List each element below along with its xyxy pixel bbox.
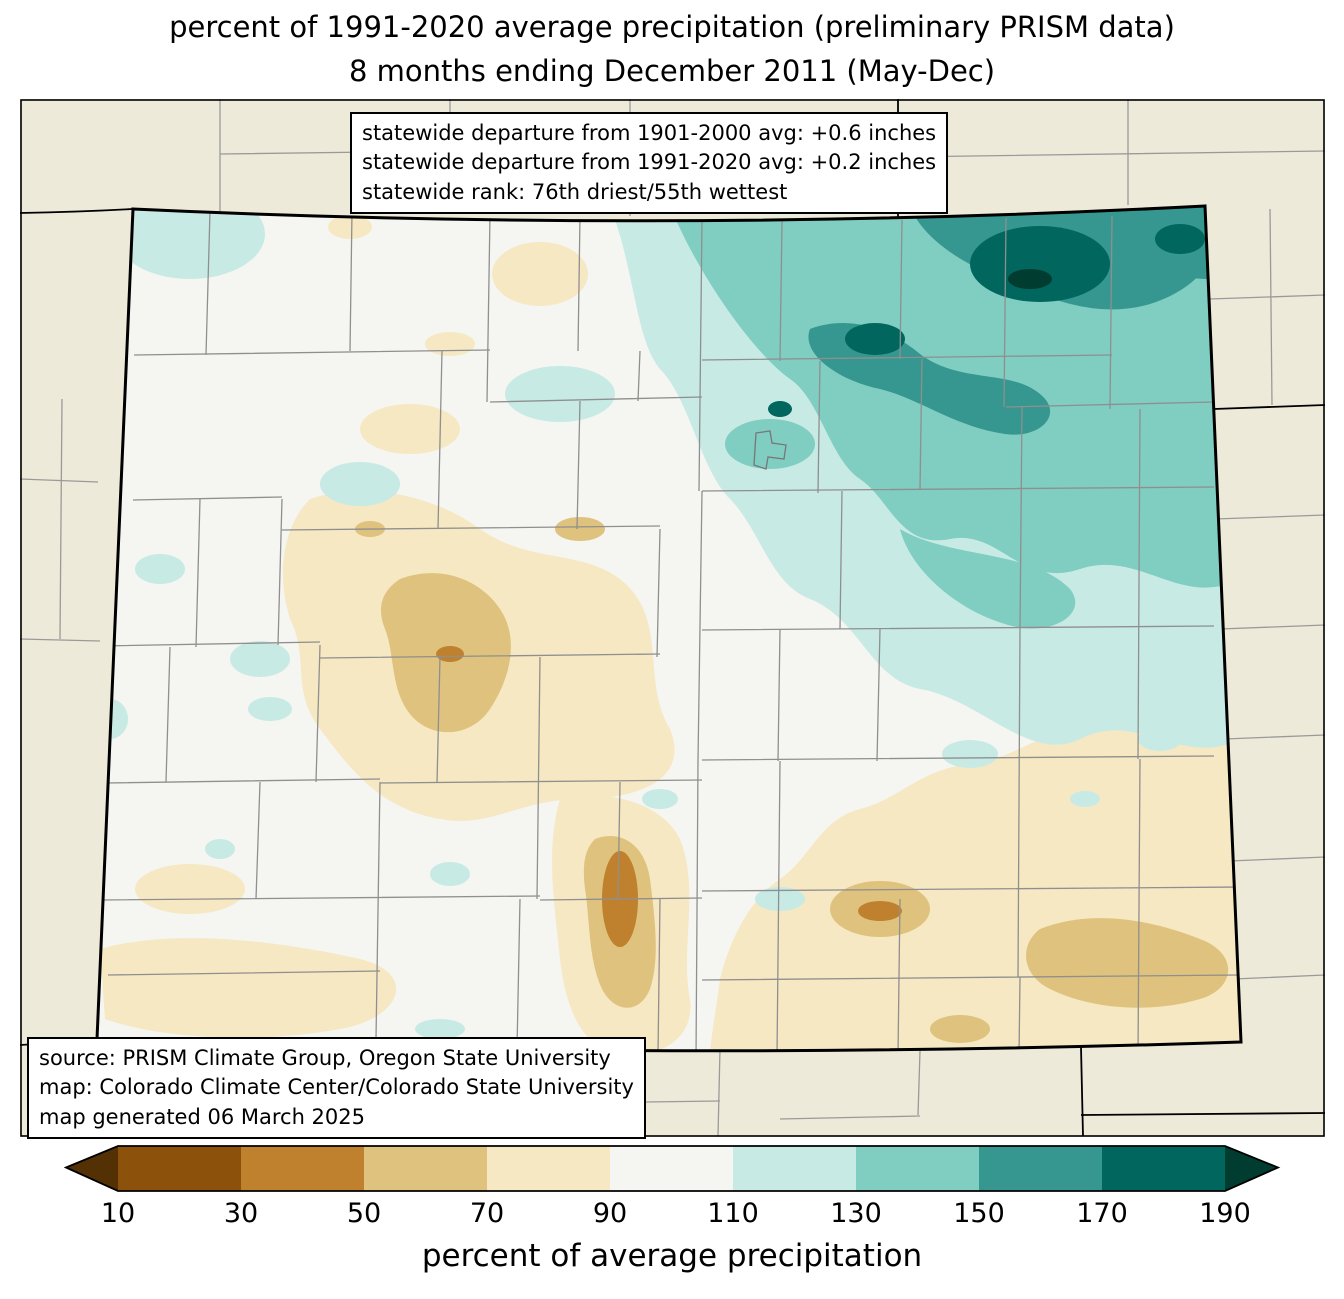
contour-fills bbox=[97, 206, 1241, 1051]
denver-county-outline bbox=[753, 430, 787, 470]
colorbar-bar bbox=[63, 1145, 1281, 1192]
figure-title: percent of 1991-2020 average precipitati… bbox=[0, 6, 1344, 93]
colorbar-segment bbox=[364, 1146, 488, 1191]
colorbar-tick-label: 10 bbox=[100, 1198, 136, 1229]
colorbar-tick-label: 50 bbox=[346, 1198, 382, 1229]
stats-line-3: statewide rank: 76th driest/55th wettest bbox=[362, 179, 788, 204]
colorbar-right-arrow bbox=[1225, 1146, 1278, 1191]
stats-box: statewide departure from 1901-2000 avg: … bbox=[350, 112, 949, 215]
colorbar-label: percent of average precipitation bbox=[421, 1238, 923, 1274]
colorbar-outline bbox=[63, 1145, 1281, 1192]
title-line-1: percent of 1991-2020 average precipitati… bbox=[169, 10, 1175, 44]
colorbar-segment bbox=[733, 1146, 857, 1191]
county-lines bbox=[98, 210, 1241, 1051]
colorbar-segment bbox=[487, 1146, 611, 1191]
colorbar-segment bbox=[118, 1146, 242, 1191]
colorbar-segment bbox=[241, 1146, 365, 1191]
title-line-2: 8 months ending December 2011 (May-Dec) bbox=[348, 53, 996, 88]
colorbar-tick-label: 110 bbox=[707, 1198, 759, 1229]
ut-wy-border bbox=[20, 208, 134, 214]
nm-ok-border bbox=[1080, 1046, 1084, 1137]
colorbar-tick-label: 150 bbox=[953, 1198, 1005, 1229]
stats-line-2: statewide departure from 1991-2020 avg: … bbox=[362, 150, 937, 175]
colorbar-segment bbox=[979, 1146, 1103, 1191]
colorbar-segment bbox=[1102, 1146, 1226, 1191]
colorbar-tick-label: 90 bbox=[592, 1198, 628, 1229]
colorbar-tick-label: 170 bbox=[1076, 1198, 1128, 1229]
colorbar-tick-label: 70 bbox=[469, 1198, 505, 1229]
map-panel: statewide departure from 1901-2000 avg: … bbox=[20, 99, 1325, 1140]
colorbar-tick-label: 130 bbox=[830, 1198, 882, 1229]
ne-ks-border bbox=[1213, 404, 1325, 410]
precipitation-map bbox=[20, 99, 1325, 1137]
contour-above-190 bbox=[1008, 269, 1052, 289]
colorbar-segment bbox=[856, 1146, 980, 1191]
colorbar-tick-label: 30 bbox=[223, 1198, 259, 1229]
source-box: source: PRISM Climate Group, Oregon Stat… bbox=[27, 1037, 646, 1140]
map-frame bbox=[20, 99, 1325, 1137]
source-line-3: map generated 06 March 2025 bbox=[39, 1104, 366, 1129]
source-line-1: source: PRISM Climate Group, Oregon Stat… bbox=[39, 1046, 611, 1070]
colorbar: 10 30 50 70 90 110 130 150 170 190 percent of ave… bbox=[0, 1140, 1344, 1299]
colorbar-left-arrow bbox=[66, 1146, 118, 1191]
ok-tx-border bbox=[1080, 1112, 1325, 1116]
colorbar-segments bbox=[118, 1146, 1226, 1191]
source-line-2: map: Colorado Climate Center/Colorado St… bbox=[39, 1075, 634, 1100]
colorbar-tick-label: 190 bbox=[1199, 1198, 1251, 1229]
stats-line-1: statewide departure from 1901-2000 avg: … bbox=[362, 121, 937, 145]
colorbar-segment bbox=[610, 1146, 734, 1191]
colorbar-ticks: 10 30 50 70 90 110 130 150 170 190 bbox=[0, 1198, 1344, 1234]
